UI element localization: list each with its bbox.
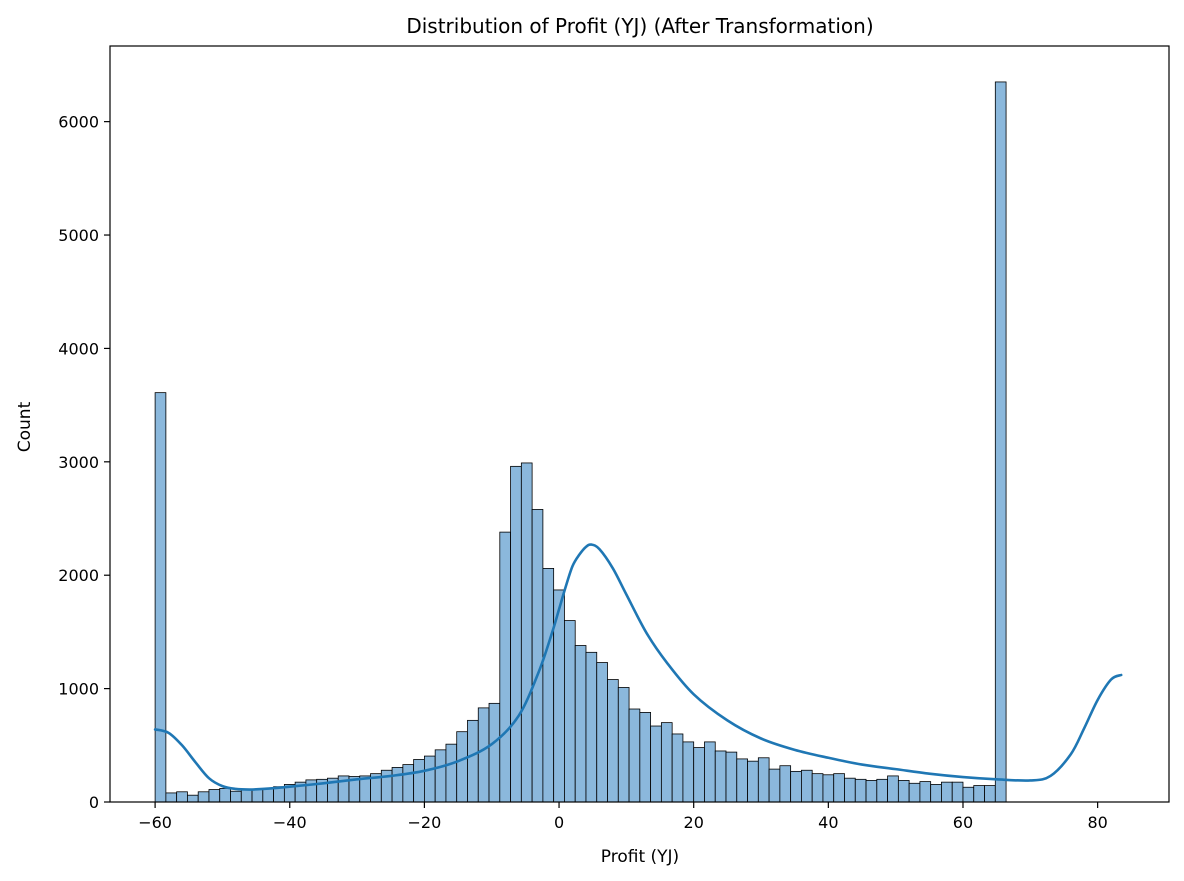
histogram-bar	[984, 785, 996, 803]
histogram-bar	[230, 790, 242, 803]
histogram-bar	[930, 784, 942, 803]
histogram-bar	[714, 750, 727, 803]
y-tick-label: 4000	[58, 339, 99, 358]
x-tick-label: 40	[818, 813, 838, 832]
y-tick-label: 2000	[58, 566, 99, 585]
y-tick-label: 6000	[58, 113, 99, 132]
histogram-bar	[510, 465, 522, 803]
histogram-bar	[467, 719, 479, 803]
x-axis-label: Profit (YJ)	[601, 847, 679, 867]
histogram-bar	[650, 725, 662, 803]
histogram-bar	[962, 786, 975, 803]
histogram-bar	[165, 792, 178, 803]
histogram-bar	[865, 780, 878, 803]
histogram-bar	[176, 791, 188, 803]
histogram-bar	[596, 662, 608, 803]
histogram-bar	[477, 707, 490, 803]
histogram-bar	[951, 781, 964, 803]
histogram-bar	[671, 733, 684, 803]
histogram-bar	[811, 773, 824, 803]
x-tick-label: −20	[408, 813, 442, 832]
histogram-bar	[736, 758, 748, 803]
histogram-bar	[639, 712, 652, 803]
y-tick-label: 3000	[58, 453, 99, 472]
histogram-bar	[747, 760, 759, 803]
histogram-bar	[693, 747, 705, 803]
histogram-bar	[424, 755, 436, 803]
histogram-bar	[520, 462, 533, 803]
kde-curve	[153, 543, 1123, 791]
histogram-bar	[854, 778, 867, 803]
histogram-bar	[413, 759, 425, 803]
x-tick-label: 0	[554, 813, 564, 832]
histogram-bar	[197, 791, 210, 803]
histogram-bar	[887, 775, 899, 803]
histogram-bar	[682, 741, 695, 803]
histogram-bar	[251, 788, 264, 803]
histogram-bar	[262, 787, 274, 803]
y-axis: 0 1000 2000 3000 4000 5000 6000	[58, 113, 110, 812]
histogram-bar	[154, 392, 167, 803]
histogram-bar	[790, 770, 802, 803]
x-tick-label: 80	[1087, 813, 1107, 832]
y-tick-label: 5000	[58, 226, 99, 245]
histogram-bar	[941, 781, 953, 803]
histogram-bar	[876, 778, 888, 803]
histogram-bar	[564, 620, 576, 803]
histogram-bar	[919, 781, 932, 803]
histogram-bar	[574, 645, 587, 803]
histogram-bar	[844, 777, 856, 803]
histogram-bar	[704, 741, 716, 803]
histogram-bar	[617, 687, 630, 803]
histogram-bar	[240, 789, 253, 803]
histogram-bar	[187, 794, 199, 803]
histogram-bar	[768, 768, 781, 803]
histogram-bar	[908, 782, 921, 803]
histogram-bar	[897, 780, 910, 803]
x-tick-label: 60	[953, 813, 973, 832]
histogram-bar	[725, 751, 738, 803]
histogram-bar	[628, 708, 641, 803]
histogram-bar	[779, 765, 792, 803]
x-tick-label: −40	[273, 813, 307, 832]
histogram-bar	[456, 731, 468, 803]
histogram-bar	[531, 509, 544, 803]
y-tick-label: 0	[89, 793, 99, 812]
histogram-bar	[660, 722, 673, 803]
chart-title: Distribution of Profit (YJ) (After Trans…	[406, 14, 873, 38]
y-tick-label: 1000	[58, 680, 99, 699]
bars-layer	[154, 81, 1007, 803]
histogram-bar	[219, 787, 231, 803]
histogram-bar	[973, 785, 985, 803]
x-tick-label: 20	[684, 813, 704, 832]
histogram-bar	[833, 773, 845, 803]
histogram-bar	[542, 568, 555, 803]
histogram-bar	[822, 774, 835, 803]
histogram-bar	[445, 743, 458, 803]
histogram-bar	[391, 767, 404, 803]
histogram-bar	[585, 651, 598, 803]
y-axis-label: Count	[15, 401, 35, 452]
histogram-bar	[208, 789, 221, 803]
histogram-bar	[499, 531, 511, 803]
histogram-bar	[757, 757, 770, 803]
x-tick-label: −60	[138, 813, 172, 832]
histogram-bar	[488, 702, 501, 803]
histogram-bar	[801, 769, 813, 803]
x-axis: −60 −40 −20 0 20 40 60 80	[138, 802, 1108, 832]
histogram-bar	[994, 81, 1007, 803]
histogram-bar	[607, 679, 619, 803]
histogram-bar	[434, 749, 447, 803]
plot-frame	[109, 45, 1170, 803]
histogram-bar	[402, 764, 415, 803]
